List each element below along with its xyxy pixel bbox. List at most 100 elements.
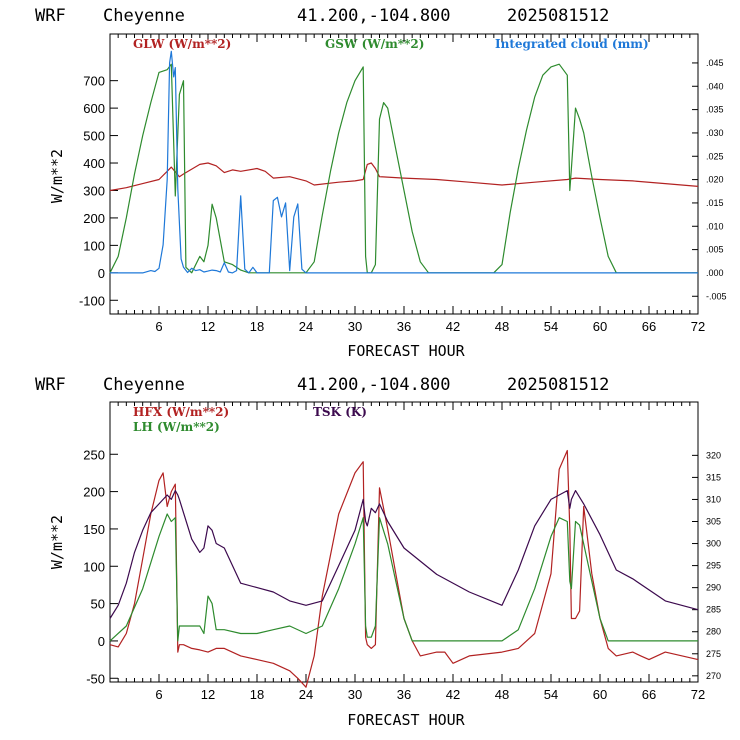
y2-tick-label: 280 (706, 627, 721, 637)
x-tick-label: 30 (348, 687, 362, 702)
y-tick-label: 600 (83, 101, 105, 116)
x-tick-label: 48 (495, 319, 509, 334)
legend: GLW (W/m**2) GSW (W/m**2) Integrated clo… (133, 37, 649, 51)
y2-tick-label: .040 (706, 81, 724, 91)
y2-tick-label: 320 (706, 450, 721, 460)
y2-tick-label: .045 (706, 58, 724, 68)
x-tick-label: 72 (691, 687, 705, 702)
y2-tick-label: .030 (706, 128, 724, 138)
legend-gsw: GSW (W/m**2) (325, 37, 424, 51)
series-line-gsw (109, 63, 698, 274)
y2-tick-label: .035 (706, 105, 724, 115)
y2-tick-label: 315 (706, 472, 721, 482)
x-tick-label: 30 (348, 319, 362, 334)
flux-panel: 6 12 18 24 30 36 42 48 54 60 66 72 -50 0 50 100 150 200 2… (48, 401, 721, 729)
y-axis: -50 0 50 100 150 200 250 (83, 447, 118, 686)
y2-tick-label: .020 (706, 175, 724, 185)
series-layer (109, 449, 699, 688)
y-axis-label: W/m**2 (48, 515, 66, 569)
header-run: 2025081512 (507, 375, 609, 395)
x-tick-label: 24 (299, 687, 313, 702)
legend-lh: LH (W/m**2) (133, 420, 220, 434)
x-tick-label: 60 (593, 319, 607, 334)
y-tick-label: 50 (91, 597, 105, 612)
y2-tick-label: .015 (706, 198, 724, 208)
y2-tick-label: 305 (706, 516, 721, 526)
y-tick-label: 200 (83, 485, 105, 500)
y-tick-label: 150 (83, 522, 105, 537)
series-line-tsk (109, 490, 699, 619)
x-axis: 6 12 18 24 30 36 42 48 54 60 66 72 (117, 402, 705, 702)
series-line-integrated (110, 50, 698, 274)
y-tick-label: 700 (83, 74, 105, 89)
x-tick-label: 48 (495, 687, 509, 702)
legend-hfx: HFX (W/m**2) (133, 405, 229, 419)
y-tick-label: -100 (79, 293, 105, 308)
header-model: WRF (35, 6, 66, 26)
x-tick-label: 72 (691, 319, 705, 334)
legend-cloud: Integrated cloud (mm) (495, 37, 649, 51)
y2-tick-label: 295 (706, 561, 721, 571)
x-tick-label: 54 (544, 319, 558, 334)
legend: HFX (W/m**2) LH (W/m**2) TSK (K) (133, 405, 367, 434)
x-tick-label: 24 (299, 319, 313, 334)
y-tick-label: 0 (98, 266, 105, 281)
y2-axis: 270 275 280 285 290 295 300 305 310 315 320 (692, 450, 721, 681)
series-line-glw (109, 162, 699, 192)
y-tick-label: 200 (83, 211, 105, 226)
series-line-lh (109, 513, 698, 642)
x-axis-label: FORECAST HOUR (347, 342, 465, 360)
y2-tick-label: 270 (706, 671, 721, 681)
y-tick-label: 300 (83, 183, 105, 198)
radiation-panel: 6 12 18 24 30 36 42 48 54 60 66 72 -100 0 100 200 300 40… (48, 33, 727, 360)
header-coords: 41.200,-104.800 (297, 375, 451, 395)
y2-tick-label: 310 (706, 494, 721, 504)
x-axis: 6 12 18 24 30 36 42 48 54 60 66 72 (117, 34, 705, 334)
header-location: Cheyenne (103, 6, 185, 26)
y-tick-label: 250 (83, 447, 105, 462)
x-tick-label: 42 (446, 687, 460, 702)
x-axis-label: FORECAST HOUR (347, 711, 465, 729)
y2-tick-label: 275 (706, 649, 721, 659)
panel2-header: WRF Cheyenne 41.200,-104.800 2025081512 (35, 375, 609, 395)
y2-axis: -.005 .000 .005 .010 .015 .020 .025 .030 .035 .04… (692, 58, 727, 301)
y-tick-label: -50 (86, 671, 105, 686)
y2-tick-label: .000 (706, 268, 724, 278)
x-tick-label: 36 (397, 319, 411, 334)
y-tick-label: 100 (83, 238, 105, 253)
header-model: WRF (35, 375, 66, 395)
x-tick-label: 66 (642, 687, 656, 702)
legend-tsk: TSK (K) (313, 405, 367, 419)
y-tick-label: 100 (83, 559, 105, 574)
y-tick-label: 500 (83, 129, 105, 144)
y2-tick-label: .025 (706, 151, 724, 161)
x-tick-label: 6 (155, 319, 162, 334)
x-tick-label: 6 (155, 687, 162, 702)
y2-tick-label: .005 (706, 245, 724, 255)
header-coords: 41.200,-104.800 (297, 6, 451, 26)
series-layer (109, 50, 699, 274)
x-tick-label: 42 (446, 319, 460, 334)
x-tick-label: 18 (250, 687, 264, 702)
y2-tick-label: 285 (706, 605, 721, 615)
legend-glw: GLW (W/m**2) (133, 37, 231, 51)
x-tick-label: 60 (593, 687, 607, 702)
panel1-header: WRF Cheyenne 41.200,-104.800 2025081512 (35, 6, 609, 26)
header-run: 2025081512 (507, 6, 609, 26)
x-tick-label: 36 (397, 687, 411, 702)
y2-tick-label: 290 (706, 583, 721, 593)
y-axis: -100 0 100 200 300 400 500 600 700 (79, 74, 118, 308)
x-tick-label: 12 (201, 687, 215, 702)
x-tick-label: 12 (201, 319, 215, 334)
y2-tick-label: .010 (706, 221, 724, 231)
y2-tick-label: 300 (706, 539, 721, 549)
x-tick-label: 18 (250, 319, 264, 334)
x-tick-label: 54 (544, 687, 558, 702)
y-tick-label: 0 (98, 634, 105, 649)
y-axis-label: W/m**2 (48, 149, 66, 203)
header-location: Cheyenne (103, 375, 185, 395)
y-tick-label: 400 (83, 156, 105, 171)
y2-tick-label: -.005 (706, 291, 727, 301)
